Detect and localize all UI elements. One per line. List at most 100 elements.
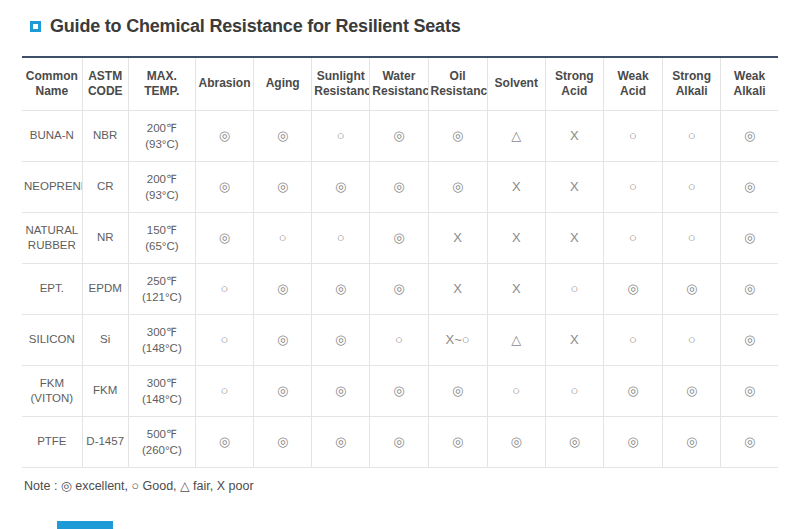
rating-cell: ○ bbox=[487, 365, 545, 416]
column-header-weak-alkali: Weak Alkali bbox=[721, 57, 778, 110]
rating-cell: ◎ bbox=[370, 416, 428, 467]
header-row: Common Name ASTM CODE MAX. TEMP. Abrasio… bbox=[22, 57, 778, 110]
rating-cell: ◎ bbox=[721, 314, 778, 365]
max-temp-cell: 200℉(93°C) bbox=[128, 161, 195, 212]
rating-cell: ◎ bbox=[721, 110, 778, 161]
rating-cell: ◎ bbox=[254, 161, 312, 212]
rating-cell: ◎ bbox=[428, 365, 487, 416]
temp-fahrenheit-text: 200℉ bbox=[131, 120, 193, 136]
rating-cell: ◎ bbox=[195, 212, 253, 263]
page: Guide to Chemical Resistance for Resilie… bbox=[0, 0, 800, 493]
rating-cell: ○ bbox=[663, 161, 721, 212]
table-row: SILICONSi300℉(148°C)○◎◎○X~○△X○○◎ bbox=[22, 314, 778, 365]
table-row: FKM (VITON)FKM300℉(148°C)○◎◎◎◎○○◎◎◎ bbox=[22, 365, 778, 416]
temp-celsius-text: (148°C) bbox=[131, 391, 193, 407]
rating-cell: ◎ bbox=[195, 161, 253, 212]
column-header-oil: Oil Resistance bbox=[428, 57, 487, 110]
page-title-text: Guide to Chemical Resistance for Resilie… bbox=[50, 13, 461, 39]
rating-cell: ◎ bbox=[721, 212, 778, 263]
rating-cell: X~○ bbox=[428, 314, 487, 365]
table-row: NATURAL RUBBERNR150℉(65°C)◎○○◎XXX○○◎ bbox=[22, 212, 778, 263]
temp-fahrenheit-text: 200℉ bbox=[131, 171, 193, 187]
common-name-cell: PTFE bbox=[22, 416, 82, 467]
rating-cell: ◎ bbox=[254, 416, 312, 467]
max-temp-cell: 500℉(260°C) bbox=[128, 416, 195, 467]
rating-cell: ○ bbox=[195, 263, 253, 314]
temp-celsius-text: (93°C) bbox=[131, 136, 193, 152]
column-header-common-name: Common Name bbox=[22, 57, 82, 110]
rating-cell: ◎ bbox=[721, 161, 778, 212]
max-temp-cell: 150℉(65°C) bbox=[128, 212, 195, 263]
rating-cell: X bbox=[545, 212, 603, 263]
temp-fahrenheit-text: 150℉ bbox=[131, 222, 193, 238]
rating-cell: ○ bbox=[195, 314, 253, 365]
rating-cell: ◎ bbox=[428, 161, 487, 212]
rating-cell: ○ bbox=[663, 212, 721, 263]
rating-cell: ◎ bbox=[370, 110, 428, 161]
common-name-cell: NEOPRENE bbox=[22, 161, 82, 212]
rating-cell: ◎ bbox=[254, 314, 312, 365]
rating-cell: ◎ bbox=[663, 416, 721, 467]
column-header-astm-code: ASTM CODE bbox=[82, 57, 128, 110]
rating-cell: ○ bbox=[663, 314, 721, 365]
partial-blue-button[interactable] bbox=[57, 521, 113, 529]
rating-cell: ◎ bbox=[603, 263, 662, 314]
rating-cell: X bbox=[487, 263, 545, 314]
rating-cell: △ bbox=[487, 110, 545, 161]
astm-code-cell: EPDM bbox=[82, 263, 128, 314]
rating-cell: ◎ bbox=[487, 416, 545, 467]
common-name-cell: BUNA-N bbox=[22, 110, 82, 161]
column-header-strong-acid: Strong Acid bbox=[545, 57, 603, 110]
rating-cell: ○ bbox=[603, 212, 662, 263]
rating-cell: ○ bbox=[195, 365, 253, 416]
rating-cell: X bbox=[545, 161, 603, 212]
rating-cell: X bbox=[428, 212, 487, 263]
common-name-cell: EPT. bbox=[22, 263, 82, 314]
rating-cell: ◎ bbox=[370, 365, 428, 416]
rating-cell: ◎ bbox=[312, 161, 370, 212]
rating-cell: ○ bbox=[663, 110, 721, 161]
rating-cell: ○ bbox=[545, 263, 603, 314]
chemical-resistance-table: Common Name ASTM CODE MAX. TEMP. Abrasio… bbox=[22, 56, 778, 468]
rating-cell: ◎ bbox=[370, 161, 428, 212]
title-square-icon bbox=[30, 21, 41, 32]
rating-cell: ◎ bbox=[603, 416, 662, 467]
rating-cell: ◎ bbox=[721, 365, 778, 416]
rating-cell: ◎ bbox=[721, 263, 778, 314]
astm-code-cell: CR bbox=[82, 161, 128, 212]
astm-code-cell: NR bbox=[82, 212, 128, 263]
column-header-sunlight: Sunlight Resistance bbox=[312, 57, 370, 110]
column-header-aging: Aging bbox=[254, 57, 312, 110]
rating-cell: ◎ bbox=[312, 416, 370, 467]
common-name-cell: FKM (VITON) bbox=[22, 365, 82, 416]
rating-cell: ◎ bbox=[370, 212, 428, 263]
temp-fahrenheit-text: 500℉ bbox=[131, 426, 193, 442]
rating-cell: ○ bbox=[254, 212, 312, 263]
temp-celsius-text: (121°C) bbox=[131, 289, 193, 305]
max-temp-cell: 200℉(93°C) bbox=[128, 110, 195, 161]
rating-cell: X bbox=[545, 314, 603, 365]
rating-cell: ◎ bbox=[312, 314, 370, 365]
table-row: EPT.EPDM250℉(121°C)○◎◎◎XX○◎◎◎ bbox=[22, 263, 778, 314]
rating-cell: X bbox=[428, 263, 487, 314]
temp-fahrenheit-text: 300℉ bbox=[131, 375, 193, 391]
table-header: Common Name ASTM CODE MAX. TEMP. Abrasio… bbox=[22, 57, 778, 110]
rating-cell: ○ bbox=[603, 110, 662, 161]
column-header-max-temp: MAX. TEMP. bbox=[128, 57, 195, 110]
rating-cell: ◎ bbox=[603, 365, 662, 416]
rating-cell: ◎ bbox=[195, 110, 253, 161]
rating-cell: ○ bbox=[545, 365, 603, 416]
rating-cell: ◎ bbox=[254, 365, 312, 416]
common-name-cell: SILICON bbox=[22, 314, 82, 365]
rating-cell: X bbox=[487, 212, 545, 263]
column-header-water: Water Resistance bbox=[370, 57, 428, 110]
rating-cell: X bbox=[545, 110, 603, 161]
temp-celsius-text: (148°C) bbox=[131, 340, 193, 356]
max-temp-cell: 250℉(121°C) bbox=[128, 263, 195, 314]
temp-celsius-text: (93°C) bbox=[131, 187, 193, 203]
temp-fahrenheit-text: 250℉ bbox=[131, 273, 193, 289]
rating-cell: ◎ bbox=[254, 263, 312, 314]
astm-code-cell: FKM bbox=[82, 365, 128, 416]
astm-code-cell: Si bbox=[82, 314, 128, 365]
rating-cell: ○ bbox=[312, 212, 370, 263]
